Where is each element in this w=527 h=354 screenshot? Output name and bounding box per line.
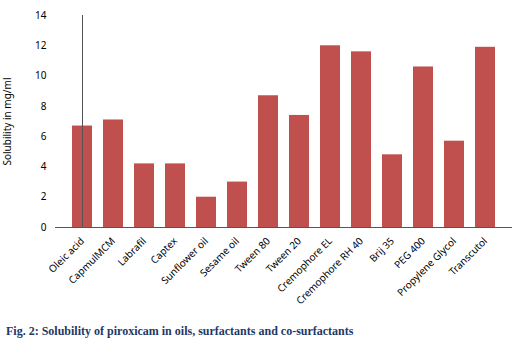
svg-text:0: 0 [41,220,47,234]
svg-text:10: 10 [35,68,47,82]
svg-text:Captex: Captex [147,233,180,267]
svg-text:2: 2 [41,189,47,203]
svg-text:Sesame oil: Sesame oil [196,234,241,279]
svg-text:8: 8 [41,99,47,113]
svg-text:CapmulMCM: CapmulMCM [65,234,118,287]
svg-text:Tween 80: Tween 80 [231,233,273,276]
svg-text:14: 14 [35,8,47,22]
svg-text:Propylene Glycol: Propylene Glycol [393,233,459,299]
svg-text:4: 4 [41,159,47,173]
svg-text:Sunflower oil: Sunflower oil [158,234,211,287]
svg-text:Solubility in mg/ml: Solubility in mg/ml [0,77,14,165]
svg-text:Oleic acid: Oleic acid [45,233,87,276]
svg-text:12: 12 [35,38,47,52]
svg-text:6: 6 [41,129,47,143]
svg-text:Tween 20: Tween 20 [262,233,304,276]
svg-text:Transcutol: Transcutol [445,234,489,278]
svg-text:Brij 35: Brij 35 [365,233,397,265]
html-text:Fig. 2: Solubility of piroxica: Fig. 2: Solubility of piroxicam in oils,… [6,324,354,338]
svg-text:Cremophore EL: Cremophore EL [273,233,335,296]
svg-text:Cremophore RH 40: Cremophore RH 40 [293,234,366,307]
svg-text:PEG 400: PEG 400 [390,233,428,271]
svg-text:Labrafil: Labrafil [114,234,149,269]
